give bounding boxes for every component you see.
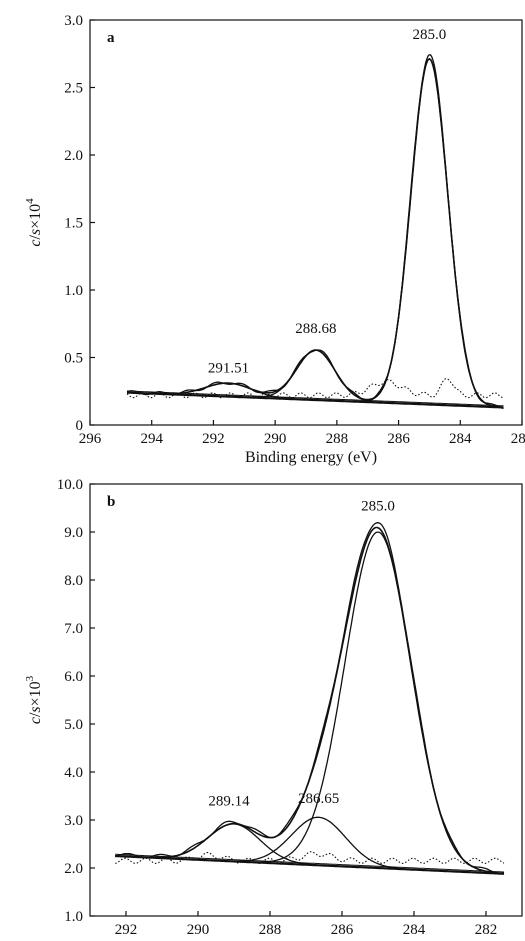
x-tick-label: 288	[326, 431, 349, 447]
x-tick-label: 282	[511, 431, 525, 447]
x-tick-label: 282	[475, 922, 498, 938]
y-tick-label: 1.0	[64, 909, 83, 925]
fit-envelope	[115, 526, 505, 875]
x-tick-label: 288	[259, 922, 282, 938]
y-tick-label: 5.0	[64, 717, 83, 733]
peak-annotation: 285.0	[361, 498, 395, 514]
y-tick-label: 2.5	[64, 81, 83, 97]
y-tick-label: 10.0	[57, 477, 83, 493]
x-tick-label: 286	[387, 431, 410, 447]
y-tick-label: 6.0	[64, 669, 83, 685]
peak-annotation: 286.65	[298, 791, 339, 807]
y-axis-title: c/s×104	[24, 198, 44, 247]
background-line	[115, 853, 504, 873]
x-tick-label: 290	[264, 431, 287, 447]
x-tick-label: 296	[79, 431, 102, 447]
y-tick-label: 1.0	[64, 283, 83, 299]
x-tick-label: 294	[140, 431, 163, 447]
y-tick-label: 7.0	[64, 621, 83, 637]
y-tick-label: 8.0	[64, 573, 83, 589]
panel-label: a	[107, 30, 115, 46]
x-tick-label: 292	[115, 922, 138, 938]
component-peak-285	[127, 58, 504, 408]
y-tick-label: 3.0	[64, 813, 83, 829]
plot-frame	[89, 483, 523, 917]
measured-spectrum	[115, 522, 505, 875]
peak-annotation: 288.68	[295, 321, 336, 337]
y-tick-label: 2.0	[64, 148, 83, 164]
background-line	[127, 390, 504, 407]
fit-envelope	[127, 57, 504, 409]
residual-curve	[115, 851, 505, 864]
panel-a: 0 0.5 1.0 1.5 2.0 2.5 3.0 296 294 292 290 288 286 284…	[24, 13, 525, 466]
y-tick-label: 0.5	[64, 351, 83, 367]
panel-label: b	[107, 494, 115, 510]
peak-annotation: 291.51	[208, 360, 249, 376]
component-peak-285	[115, 531, 505, 875]
y-axis-title: c/s×103	[24, 675, 44, 724]
y-tick-label: 4.0	[64, 765, 83, 781]
peak-annotation: 285.0	[413, 27, 447, 43]
y-tick-label: 2.0	[64, 861, 83, 877]
x-tick-label: 292	[202, 431, 225, 447]
measured-spectrum	[126, 53, 504, 410]
y-tick-label: 1.5	[64, 216, 83, 232]
x-tick-label: 284	[403, 922, 426, 938]
plot-frame	[89, 19, 523, 426]
y-tick-label: 3.0	[64, 13, 83, 29]
x-tick-label: 284	[449, 431, 472, 447]
peak-annotation: 289.14	[208, 794, 250, 810]
x-tick-label: 290	[187, 922, 210, 938]
y-tick-label: 0	[76, 418, 84, 434]
x-tick-label: 286	[331, 922, 354, 938]
x-axis-title: Binding energy (eV)	[245, 449, 377, 466]
panel-b: 1.0 2.0 3.0 4.0 5.0 6.0 7.0 8.0 9.0 10.0 292 290 288…	[24, 477, 523, 941]
y-tick-label: 9.0	[64, 525, 83, 541]
